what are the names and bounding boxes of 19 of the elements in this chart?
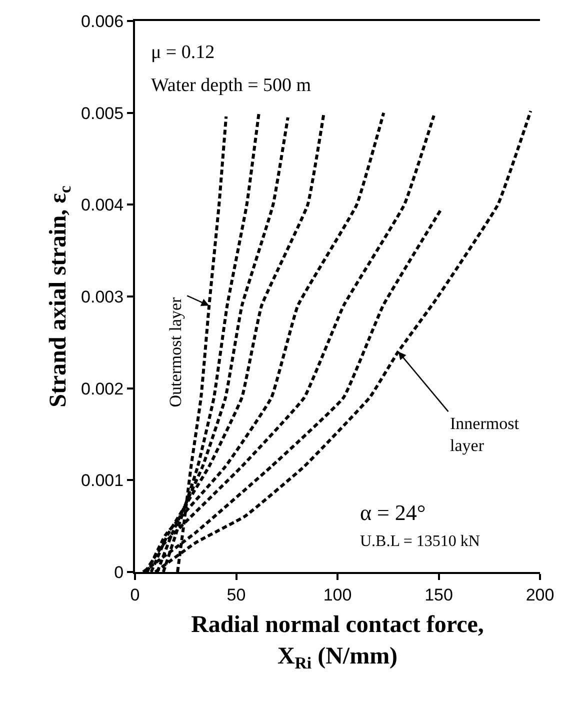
x-tick-label: 0	[130, 585, 140, 604]
x-tick-label: 200	[526, 585, 554, 604]
y-tick-label: 0.006	[81, 12, 124, 31]
x-tick-label: 150	[424, 585, 453, 604]
annotation: U.B.L = 13510 kN	[360, 533, 480, 550]
y-tick-label: 0.005	[81, 104, 124, 123]
annotation: Innermost layer	[450, 414, 520, 456]
x-tick-label: 100	[323, 585, 352, 604]
annotation: Water depth = 500 m	[151, 75, 312, 96]
y-tick-label: 0.002	[81, 379, 124, 398]
annotation: Outermost layer	[166, 296, 185, 408]
x-axis-title: Radial normal contact force, X$_{Ri}$ (N/mm)	[191, 612, 484, 672]
annotation: α = 24°	[360, 500, 426, 525]
x-tick-label: 50	[226, 585, 246, 604]
y-tick-label: 0.003	[81, 287, 124, 306]
annotation: μ = 0.12	[151, 42, 215, 63]
y-tick-label: 0.001	[81, 471, 124, 490]
y-tick-label: 0	[114, 562, 124, 582]
y-tick-label: 0.004	[81, 196, 124, 215]
